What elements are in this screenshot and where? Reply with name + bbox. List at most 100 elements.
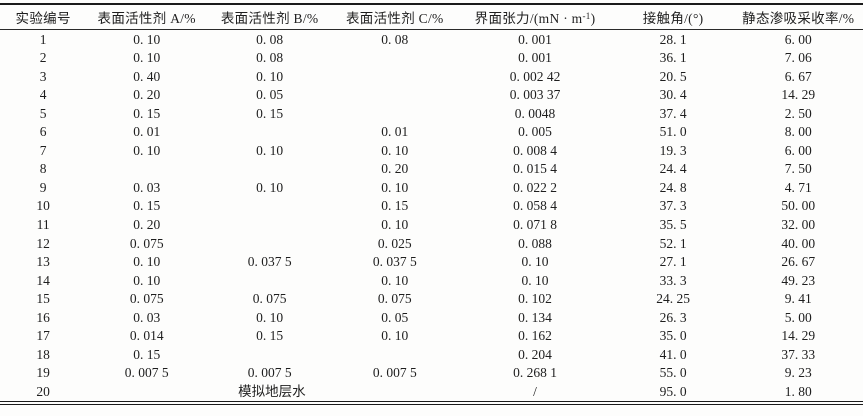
cell-surfactant-a: 0. 15 — [86, 104, 207, 123]
table-row: 8 0. 20 0. 015 4 24. 4 7. 50 — [0, 160, 863, 179]
cell-experiment-no: 18 — [0, 345, 86, 364]
table-row: 5 0. 15 0. 15 0. 0048 37. 4 2. 50 — [0, 104, 863, 123]
cell-angle: 52. 1 — [613, 234, 734, 253]
column-header-surfactant-c: 表面活性剂 C/% — [332, 4, 457, 30]
cell-surfactant-b — [207, 197, 332, 216]
cell-surfactant-b: 0. 15 — [207, 104, 332, 123]
table-row: 14 0. 10 0. 10 0. 10 33. 3 49. 23 — [0, 271, 863, 290]
column-header-recovery: 静态渗吸采收率/% — [734, 4, 863, 30]
cell-surfactant-c: 0. 10 — [332, 327, 457, 346]
cell-experiment-no: 6 — [0, 123, 86, 142]
column-header-surfactant-a: 表面活性剂 A/% — [86, 4, 207, 30]
cell-surfactant-b: 0. 05 — [207, 86, 332, 105]
cell-tension: 0. 071 8 — [457, 215, 612, 234]
cell-surfactant-a: 0. 075 — [86, 290, 207, 309]
cell-angle: 51. 0 — [613, 123, 734, 142]
table-row: 17 0. 014 0. 15 0. 10 0. 162 35. 0 14. 2… — [0, 327, 863, 346]
cell-merged-simulated-formation-water: 模拟地层水 — [86, 382, 457, 403]
cell-surfactant-b — [207, 123, 332, 142]
cell-tension: / — [457, 382, 612, 403]
cell-angle: 24. 4 — [613, 160, 734, 179]
cell-recovery: 4. 71 — [734, 178, 863, 197]
cell-angle: 24. 8 — [613, 178, 734, 197]
cell-angle: 24. 25 — [613, 290, 734, 309]
cell-angle: 30. 4 — [613, 86, 734, 105]
table-row: 2 0. 10 0. 08 0. 001 36. 1 7. 06 — [0, 49, 863, 68]
cell-surfactant-b: 0. 08 — [207, 30, 332, 49]
table-row: 7 0. 10 0. 10 0. 10 0. 008 4 19. 3 6. 00 — [0, 141, 863, 160]
table-row: 11 0. 20 0. 10 0. 071 8 35. 5 32. 00 — [0, 215, 863, 234]
cell-surfactant-b: 0. 037 5 — [207, 253, 332, 272]
cell-angle: 36. 1 — [613, 49, 734, 68]
cell-surfactant-a: 0. 10 — [86, 141, 207, 160]
cell-angle: 35. 0 — [613, 327, 734, 346]
table-row: 4 0. 20 0. 05 0. 003 37 30. 4 14. 29 — [0, 86, 863, 105]
cell-recovery: 9. 23 — [734, 364, 863, 383]
cell-surfactant-b: 0. 10 — [207, 178, 332, 197]
cell-angle: 19. 3 — [613, 141, 734, 160]
cell-surfactant-b: 0. 007 5 — [207, 364, 332, 383]
cell-angle: 37. 3 — [613, 197, 734, 216]
cell-tension: 0. 10 — [457, 253, 612, 272]
cell-experiment-no: 1 — [0, 30, 86, 49]
table-row: 18 0. 15 0. 204 41. 0 37. 33 — [0, 345, 863, 364]
cell-experiment-no: 8 — [0, 160, 86, 179]
cell-recovery: 40. 00 — [734, 234, 863, 253]
cell-tension: 0. 204 — [457, 345, 612, 364]
table-row-simulated-formation-water: 20 模拟地层水 / 95. 0 1. 80 — [0, 382, 863, 403]
cell-surfactant-a — [86, 160, 207, 179]
cell-recovery: 49. 23 — [734, 271, 863, 290]
cell-tension: 0. 002 42 — [457, 67, 612, 86]
table-body: 1 0. 10 0. 08 0. 08 0. 001 28. 1 6. 00 2… — [0, 30, 863, 403]
cell-angle: 55. 0 — [613, 364, 734, 383]
cell-surfactant-c — [332, 86, 457, 105]
cell-angle: 35. 5 — [613, 215, 734, 234]
cell-surfactant-a: 0. 03 — [86, 308, 207, 327]
cell-surfactant-a: 0. 15 — [86, 345, 207, 364]
cell-experiment-no: 17 — [0, 327, 86, 346]
cell-tension: 0. 008 4 — [457, 141, 612, 160]
cell-experiment-no: 2 — [0, 49, 86, 68]
cell-recovery: 5. 00 — [734, 308, 863, 327]
cell-surfactant-a: 0. 10 — [86, 49, 207, 68]
cell-experiment-no: 13 — [0, 253, 86, 272]
cell-recovery: 2. 50 — [734, 104, 863, 123]
cell-tension: 0. 058 4 — [457, 197, 612, 216]
cell-surfactant-a: 0. 007 5 — [86, 364, 207, 383]
cell-surfactant-b — [207, 160, 332, 179]
cell-experiment-no: 5 — [0, 104, 86, 123]
cell-surfactant-c: 0. 007 5 — [332, 364, 457, 383]
cell-experiment-no: 3 — [0, 67, 86, 86]
cell-tension: 0. 001 — [457, 49, 612, 68]
cell-experiment-no: 10 — [0, 197, 86, 216]
cell-surfactant-a: 0. 03 — [86, 178, 207, 197]
table-row: 19 0. 007 5 0. 007 5 0. 007 5 0. 268 1 5… — [0, 364, 863, 383]
table-row: 1 0. 10 0. 08 0. 08 0. 001 28. 1 6. 00 — [0, 30, 863, 49]
cell-surfactant-a: 0. 20 — [86, 86, 207, 105]
cell-surfactant-a: 0. 15 — [86, 197, 207, 216]
cell-surfactant-c: 0. 10 — [332, 215, 457, 234]
results-table: 实验编号 表面活性剂 A/% 表面活性剂 B/% 表面活性剂 C/% 界面张力/… — [0, 3, 863, 405]
cell-angle: 37. 4 — [613, 104, 734, 123]
cell-surfactant-b: 0. 10 — [207, 67, 332, 86]
cell-surfactant-a: 0. 10 — [86, 30, 207, 49]
cell-surfactant-c: 0. 10 — [332, 178, 457, 197]
cell-recovery: 26. 67 — [734, 253, 863, 272]
cell-surfactant-b: 0. 10 — [207, 141, 332, 160]
cell-tension: 0. 005 — [457, 123, 612, 142]
table-row: 6 0. 01 0. 01 0. 005 51. 0 8. 00 — [0, 123, 863, 142]
cell-surfactant-a: 0. 40 — [86, 67, 207, 86]
cell-surfactant-a: 0. 014 — [86, 327, 207, 346]
header-row: 实验编号 表面活性剂 A/% 表面活性剂 B/% 表面活性剂 C/% 界面张力/… — [0, 4, 863, 30]
cell-angle: 20. 5 — [613, 67, 734, 86]
table-header: 实验编号 表面活性剂 A/% 表面活性剂 B/% 表面活性剂 C/% 界面张力/… — [0, 4, 863, 30]
table-row: 3 0. 40 0. 10 0. 002 42 20. 5 6. 67 — [0, 67, 863, 86]
cell-recovery: 7. 06 — [734, 49, 863, 68]
cell-tension: 0. 022 2 — [457, 178, 612, 197]
table-row: 10 0. 15 0. 15 0. 058 4 37. 3 50. 00 — [0, 197, 863, 216]
cell-recovery: 50. 00 — [734, 197, 863, 216]
cell-angle: 33. 3 — [613, 271, 734, 290]
cell-surfactant-b: 0. 08 — [207, 49, 332, 68]
cell-recovery: 6. 00 — [734, 30, 863, 49]
cell-recovery: 6. 67 — [734, 67, 863, 86]
